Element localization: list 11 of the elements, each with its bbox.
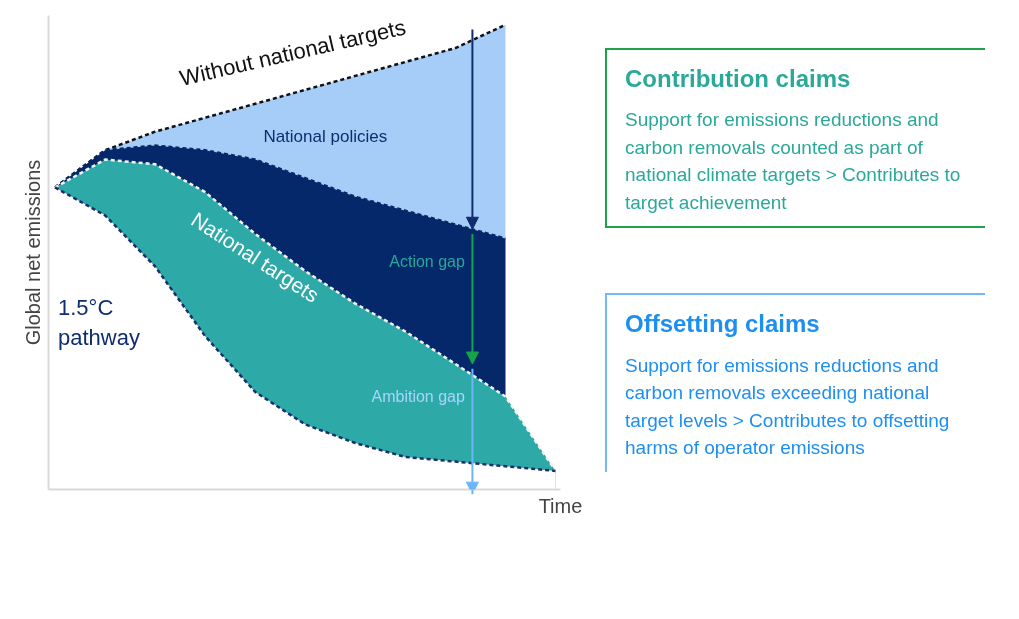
annotation: Ambition gap <box>371 388 466 406</box>
text: Offsetting claims <box>625 309 821 340</box>
text: Support for emissions reductions and carbon removals counted as part of national climate targets > Contributes to target achievement <box>625 108 962 215</box>
text: Contribution claims <box>625 64 852 94</box>
series-label: 1.5°C pathway <box>58 294 140 350</box>
x-axis-title: Time <box>538 494 583 517</box>
y-axis-title: Global net emissions <box>21 159 44 346</box>
series-label: Without national targets <box>177 14 409 91</box>
annotation: Action gap <box>389 253 466 271</box>
text: Support for emissions reductions and carbon removals exceeding national target levels > Contributes to offsetting harms of operator emissions <box>625 353 951 461</box>
series-label: National policies <box>263 126 388 146</box>
